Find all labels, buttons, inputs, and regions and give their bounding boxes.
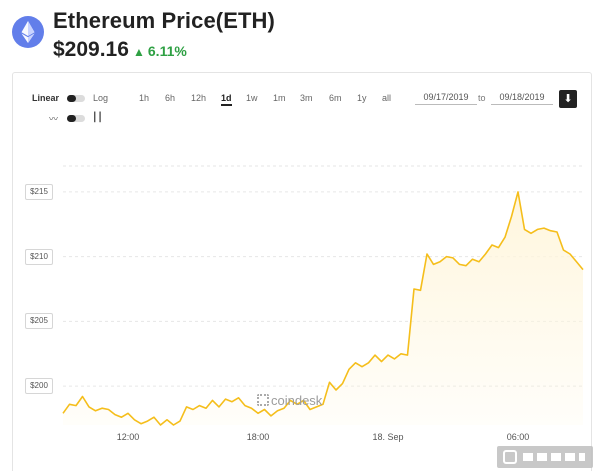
price-change-value: 6.11%	[147, 43, 187, 59]
range-button-1w[interactable]: 1w	[246, 93, 258, 103]
range-button-1y[interactable]: 1y	[357, 93, 367, 103]
scale-linear-label[interactable]: Linear	[32, 93, 60, 103]
chart-area-layer	[63, 191, 583, 425]
header: Ethereum Price(ETH) $209.16 ▲ 6.11%	[0, 0, 600, 68]
scale-log-label[interactable]: Log	[93, 93, 109, 103]
date-range-to-label: to	[478, 93, 486, 103]
coindesk-watermark: coindesk	[257, 393, 322, 408]
chart-card: Linear Log 〰 ┃┃ 1h 6h 12h 1d 1w 1m 3m 6m…	[12, 72, 592, 471]
chart-controls: Linear Log 〰 ┃┃ 1h 6h 12h 1d 1w 1m 3m 6m…	[13, 73, 593, 133]
candlestick-icon[interactable]: ┃┃	[92, 112, 103, 122]
ethereum-logo-icon	[12, 16, 44, 48]
stamp-logo-icon	[503, 450, 517, 464]
range-button-6h[interactable]: 6h	[165, 93, 176, 103]
download-arrow-icon: ⬇	[563, 93, 573, 105]
x-tick-label-1: 18:00	[246, 432, 270, 442]
current-price: $209.16	[53, 38, 129, 61]
price-chart	[62, 165, 584, 426]
range-button-1m[interactable]: 1m	[273, 93, 286, 103]
range-button-3m[interactable]: 3m	[300, 93, 313, 103]
coindesk-logo-icon	[257, 394, 269, 406]
chart-line-layer	[62, 191, 584, 426]
y-tick-label-3: $215	[25, 183, 53, 200]
date-from-input[interactable]	[415, 90, 477, 105]
chart-mode-toggle-knob	[67, 115, 76, 122]
range-button-6m[interactable]: 6m	[329, 93, 342, 103]
price-change: ▲ 6.11%	[133, 43, 187, 59]
up-triangle-icon: ▲	[133, 45, 145, 59]
x-tick-label-2: 18. Sep	[372, 432, 404, 442]
scale-toggle-knob	[67, 95, 76, 102]
date-to-input[interactable]	[491, 90, 553, 105]
page-title: Ethereum Price(ETH)	[53, 8, 275, 33]
range-button-all[interactable]: all	[382, 93, 392, 103]
range-button-1h[interactable]: 1h	[139, 93, 150, 103]
watermark-text: coindesk	[271, 393, 323, 408]
x-tick-label-0: 12:00	[116, 432, 140, 442]
price-line-series	[62, 191, 584, 426]
corner-watermark-stamp	[497, 446, 593, 468]
price-area-fill	[63, 191, 583, 425]
stamp-lettering	[523, 453, 585, 461]
y-tick-label-2: $210	[25, 248, 53, 265]
y-tick-label-1: $205	[25, 313, 53, 330]
y-tick-label-0: $200	[25, 378, 53, 395]
x-tick-label-3: 06:00	[506, 432, 530, 442]
line-chart-icon[interactable]: 〰	[49, 114, 59, 124]
download-button[interactable]: ⬇	[559, 90, 577, 108]
scale-toggle[interactable]	[67, 95, 85, 102]
range-button-1d[interactable]: 1d	[221, 93, 232, 106]
chart-mode-toggle[interactable]	[67, 115, 85, 122]
range-button-12h[interactable]: 12h	[191, 93, 207, 103]
